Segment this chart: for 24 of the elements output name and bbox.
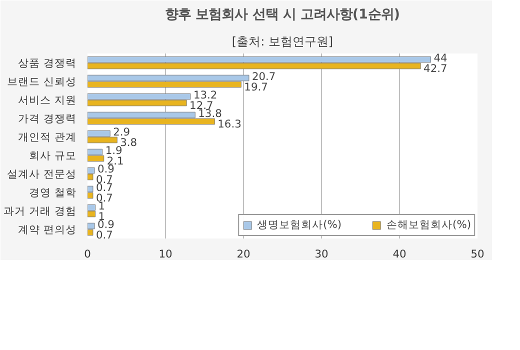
y-tick-label: 경영 철학 bbox=[29, 186, 77, 199]
x-tick-label: 10 bbox=[158, 248, 172, 260]
data-label: 13.2 bbox=[193, 88, 218, 102]
x-tick-label: 40 bbox=[392, 248, 406, 260]
data-label: 0.7 bbox=[96, 228, 113, 242]
x-tick-label: 30 bbox=[314, 248, 328, 260]
data-label: 1.9 bbox=[105, 144, 122, 158]
chart-subtitle: [출처: 보험연구원] bbox=[232, 34, 334, 48]
y-tick-label: 과거 거래 경험 bbox=[4, 204, 77, 218]
legend-label: 생명보험회사(%) bbox=[257, 218, 342, 232]
y-tick-label: 가격 경쟁력 bbox=[18, 112, 77, 125]
y-tick-label: 서비스 지원 bbox=[18, 93, 77, 106]
x-tick-label: 50 bbox=[470, 248, 484, 260]
legend-label: 손해보험회사(%) bbox=[386, 218, 471, 232]
x-tick-label: 0 bbox=[84, 248, 92, 260]
data-label: 16.3 bbox=[218, 117, 242, 130]
y-tick-label: 설계사 전문성 bbox=[7, 167, 77, 180]
y-tick-label: 브랜드 신뢰성 bbox=[7, 74, 77, 88]
y-tick-label: 회사 규모 bbox=[29, 148, 77, 162]
y-tick-label: 상품 경쟁력 bbox=[18, 56, 77, 70]
y-tick-label: 계약 편의성 bbox=[18, 222, 77, 236]
x-tick-label: 20 bbox=[236, 248, 250, 260]
chart-title: 향후 보험회사 선택 시 고려사항(1순위) bbox=[164, 8, 400, 22]
y-tick-label: 개인적 관계 bbox=[18, 130, 77, 144]
